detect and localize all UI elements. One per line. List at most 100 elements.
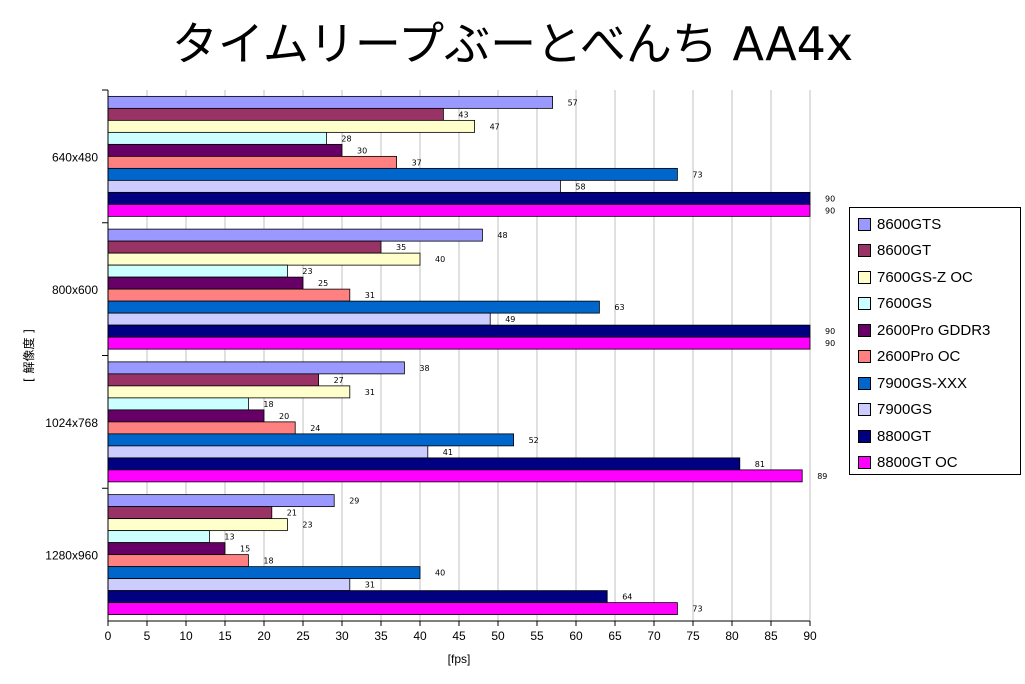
category-label: 1280x960 xyxy=(45,549,98,563)
labels: 57434728303773589090640x4804835402325316… xyxy=(21,98,835,666)
legend-item: 7900GS xyxy=(858,400,932,420)
data-label: 21 xyxy=(287,509,297,518)
data-label: 27 xyxy=(334,376,344,385)
legend-label: 7900GS-XXX xyxy=(877,374,968,392)
bar xyxy=(107,433,515,447)
bar xyxy=(107,228,483,242)
bar xyxy=(107,469,803,483)
legend-label: 8600GT xyxy=(877,242,932,259)
legend-swatch xyxy=(858,376,871,390)
legend-swatch xyxy=(858,297,871,310)
bar xyxy=(107,397,249,411)
x-tick-label: 70 xyxy=(647,629,661,643)
data-label: 90 xyxy=(825,327,835,336)
legend-item: 8800GT OC xyxy=(858,453,958,473)
data-label: 73 xyxy=(692,605,702,614)
bar xyxy=(107,300,600,314)
data-label: 40 xyxy=(435,255,445,264)
bar xyxy=(107,506,273,520)
bar xyxy=(107,264,288,278)
bar xyxy=(107,373,320,387)
data-label: 25 xyxy=(318,279,328,288)
data-label: 52 xyxy=(529,436,539,445)
data-label: 81 xyxy=(755,460,765,469)
data-label: 64 xyxy=(622,593,632,602)
bar xyxy=(107,542,226,556)
data-label: 58 xyxy=(575,182,585,191)
legend-swatch xyxy=(858,456,871,469)
data-label: 31 xyxy=(365,291,375,300)
data-label: 38 xyxy=(419,364,429,373)
bar xyxy=(107,494,335,508)
data-label: 24 xyxy=(310,424,320,433)
data-label: 43 xyxy=(458,110,468,119)
legend-swatch xyxy=(858,403,871,416)
x-axis-label: [fps] xyxy=(448,652,471,666)
bar xyxy=(107,119,476,133)
x-tick-label: 15 xyxy=(218,629,232,643)
axes xyxy=(102,89,811,626)
legend-label: 8800GT OC xyxy=(877,454,958,471)
bar xyxy=(107,143,343,157)
x-tick-label: 30 xyxy=(335,629,349,643)
data-label: 63 xyxy=(614,303,624,312)
data-label: 48 xyxy=(497,231,507,240)
data-label: 13 xyxy=(224,533,234,542)
bar xyxy=(107,409,265,423)
bar xyxy=(107,179,561,193)
legend-item: 7900GS-XXX xyxy=(858,373,967,393)
x-tick-label: 25 xyxy=(296,629,310,643)
x-tick-label: 20 xyxy=(257,629,271,643)
category-label: 1024x768 xyxy=(45,416,98,430)
x-tick-label: 10 xyxy=(179,629,193,643)
bar xyxy=(107,457,741,471)
legend: 8600GTS 8600GT 7600GS-Z OC 7600GS 2600Pro GD… xyxy=(849,207,1021,475)
bar xyxy=(107,240,382,254)
bar xyxy=(107,276,304,290)
data-label: 47 xyxy=(490,122,500,131)
bar xyxy=(107,518,288,532)
legend-item: 8600GTS xyxy=(858,214,941,234)
bar xyxy=(107,530,210,544)
bar xyxy=(107,566,421,580)
data-label: 28 xyxy=(341,134,351,143)
data-label: 18 xyxy=(263,400,273,409)
x-tick-label: 35 xyxy=(374,629,388,643)
bar xyxy=(107,312,491,326)
x-tick-label: 75 xyxy=(686,629,700,643)
legend-label: 8600GTS xyxy=(877,215,942,233)
legend-item: 8800GT xyxy=(858,426,931,446)
legend-label: 2600Pro OC xyxy=(877,348,961,365)
bar xyxy=(107,191,811,205)
bar xyxy=(107,385,351,399)
x-tick-label: 65 xyxy=(608,629,622,643)
bar xyxy=(107,590,608,604)
legend-label: 8800GT xyxy=(877,427,932,445)
data-label: 90 xyxy=(825,206,835,215)
x-tick-label: 5 xyxy=(144,629,151,643)
chart-title: タイムリープぶーとべんち AA4x xyxy=(171,17,854,71)
bar xyxy=(107,155,398,169)
bar xyxy=(107,252,421,266)
x-tick-label: 90 xyxy=(803,629,817,643)
bar xyxy=(107,131,327,145)
x-tick-label: 80 xyxy=(725,629,739,643)
bar xyxy=(107,203,811,217)
x-tick-label: 85 xyxy=(764,629,778,643)
data-label: 29 xyxy=(349,497,359,506)
bar xyxy=(107,324,811,338)
legend-item: 2600Pro OC xyxy=(858,347,960,367)
x-tick-label: 45 xyxy=(452,629,466,643)
bar xyxy=(107,578,351,592)
data-label: 35 xyxy=(396,243,406,252)
data-label: 31 xyxy=(365,581,375,590)
x-tick-label: 40 xyxy=(413,629,427,643)
legend-swatch xyxy=(858,244,871,257)
data-label: 57 xyxy=(568,98,578,107)
data-label: 23 xyxy=(302,267,312,276)
y-axis-label: [ 解像度 ] xyxy=(21,329,36,382)
bar xyxy=(107,361,405,375)
legend-item: 8600GT xyxy=(858,241,931,261)
data-label: 89 xyxy=(817,472,827,481)
bar xyxy=(107,421,296,435)
